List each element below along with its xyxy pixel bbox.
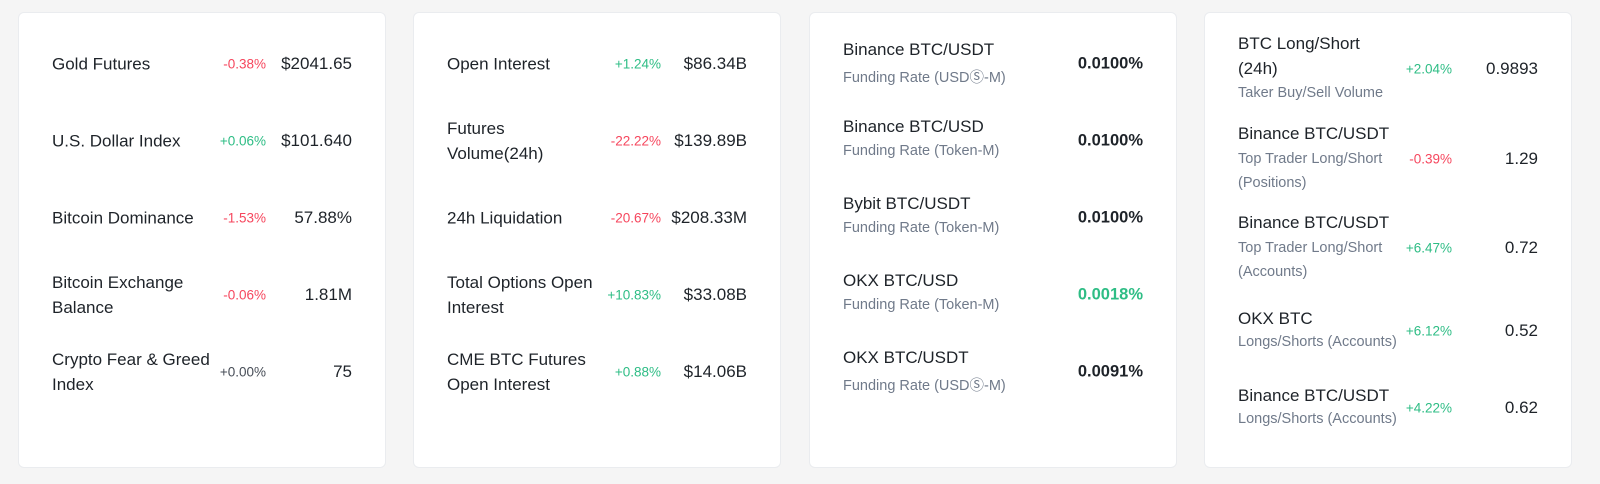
funding-value: 0.0091% — [1077, 362, 1143, 381]
indicator-label: Bitcoin Exchange Balance — [52, 273, 184, 317]
ratio-subtitle: Longs/Shorts (Accounts) — [1238, 334, 1397, 350]
derivative-label: Open Interest — [447, 54, 551, 74]
derivative-change: +10.83% — [607, 287, 661, 303]
derivative-value: $139.89B — [674, 131, 747, 150]
indicator-change: +0.06% — [219, 133, 266, 149]
funding-title: OKX BTC/USD — [843, 271, 959, 290]
indicator-row-bitcoin-dominance[interactable]: Bitcoin Dominance -1.53% 57.88% — [52, 188, 352, 248]
indicator-label: U.S. Dollar Index — [52, 131, 181, 151]
indicator-change: +0.00% — [219, 364, 266, 380]
indicator-value: $101.640 — [281, 131, 352, 150]
derivative-label: Futures Volume(24h) — [447, 119, 544, 163]
ratio-title: OKX BTC — [1238, 309, 1313, 328]
funding-subtitle: Funding Rate (USDⓈ-M) — [843, 378, 1006, 394]
funding-rates-card: Binance BTC/USDT Funding Rate (USDⓈ-M) 0… — [809, 12, 1177, 468]
ratio-value: 0.72 — [1504, 238, 1538, 257]
ratio-subtitle: Taker Buy/Sell Volume — [1238, 85, 1384, 101]
ratio-row-binance-longs-shorts-accounts[interactable]: Binance BTC/USDT Longs/Shorts (Accounts)… — [1238, 380, 1538, 436]
funding-subtitle: Funding Rate (USDⓈ-M) — [843, 70, 1006, 86]
funding-title: Binance BTC/USD — [843, 117, 984, 136]
ratio-row-okx-btc-accounts[interactable]: OKX BTC Longs/Shorts (Accounts) +6.12% 0… — [1238, 303, 1538, 359]
indicator-change: -0.38% — [223, 56, 266, 72]
ratio-title: Binance BTC/USDT — [1238, 213, 1390, 232]
macro-indicators-card: Gold Futures -0.38% $2041.65 U.S. Dollar… — [18, 12, 386, 468]
indicator-row-bitcoin-exchange-balance[interactable]: Bitcoin Exchange Balance -0.06% 1.81M — [52, 265, 352, 325]
derivative-row-total-options-oi[interactable]: Total Options Open Interest +10.83% $33.… — [447, 265, 747, 325]
funding-value: 0.0100% — [1077, 54, 1143, 73]
ratio-change: -0.39% — [1409, 151, 1452, 167]
indicator-value: $2041.65 — [281, 54, 352, 73]
derivative-row-open-interest[interactable]: Open Interest +1.24% $86.34B — [447, 34, 747, 94]
indicator-label: Crypto Fear & Greed Index — [52, 350, 210, 394]
funding-value: 0.0100% — [1077, 131, 1143, 150]
ratio-change: +2.04% — [1405, 61, 1452, 77]
indicator-value: 75 — [333, 362, 352, 381]
ratio-change: +4.22% — [1405, 400, 1452, 416]
derivative-change: -22.22% — [610, 133, 661, 149]
indicator-row-gold-futures[interactable]: Gold Futures -0.38% $2041.65 — [52, 34, 352, 94]
funding-row-binance-btc-usd[interactable]: Binance BTC/USD Funding Rate (Token-M) 0… — [843, 111, 1143, 171]
derivative-change: -20.67% — [610, 210, 661, 226]
funding-subtitle: Funding Rate (Token-M) — [843, 297, 1000, 313]
funding-row-okx-btc-usdt[interactable]: OKX BTC/USDT Funding Rate (USDⓈ-M) 0.009… — [843, 342, 1143, 402]
ratio-row-binance-top-trader-accounts[interactable]: Binance BTC/USDT Top Trader Long/Short (… — [1238, 210, 1538, 286]
indicator-row-fear-greed-index[interactable]: Crypto Fear & Greed Index +0.00% 75 — [52, 342, 352, 402]
derivative-label: 24h Liquidation — [447, 208, 563, 228]
derivatives-card: Open Interest +1.24% $86.34B Futures Vol… — [413, 12, 781, 468]
ratio-value: 0.9893 — [1486, 59, 1538, 78]
indicator-change: -0.06% — [223, 287, 266, 303]
ratio-row-binance-top-trader-positions[interactable]: Binance BTC/USDT Top Trader Long/Short (… — [1238, 121, 1538, 197]
funding-row-bybit-btc-usdt[interactable]: Bybit BTC/USDT Funding Rate (Token-M) 0.… — [843, 188, 1143, 248]
ratio-value: 0.62 — [1504, 398, 1538, 417]
indicator-row-us-dollar-index[interactable]: U.S. Dollar Index +0.06% $101.640 — [52, 111, 352, 171]
derivative-change: +0.88% — [614, 364, 661, 380]
ratio-row-btc-long-short-24h[interactable]: BTC Long/Short (24h) Taker Buy/Sell Volu… — [1238, 31, 1538, 107]
ratio-change: +6.47% — [1405, 240, 1452, 256]
derivative-change: +1.24% — [614, 56, 661, 72]
funding-subtitle: Funding Rate (Token-M) — [843, 220, 1000, 236]
funding-value: 0.0018% — [1077, 285, 1143, 304]
indicator-value: 1.81M — [304, 285, 352, 304]
funding-title: Bybit BTC/USDT — [843, 194, 971, 213]
indicator-value: 57.88% — [294, 208, 352, 227]
long-short-ratio-card: BTC Long/Short (24h) Taker Buy/Sell Volu… — [1204, 12, 1572, 468]
derivative-row-24h-liquidation[interactable]: 24h Liquidation -20.67% $208.33M — [447, 188, 747, 248]
funding-title: Binance BTC/USDT — [843, 40, 995, 59]
ratio-subtitle: Top Trader Long/Short (Accounts) — [1238, 240, 1383, 280]
funding-value: 0.0100% — [1077, 208, 1143, 227]
derivative-value: $33.08B — [683, 285, 747, 304]
derivative-label: Total Options Open Interest — [447, 273, 593, 317]
ratio-value: 0.52 — [1504, 321, 1538, 340]
funding-row-okx-btc-usd[interactable]: OKX BTC/USD Funding Rate (Token-M) 0.001… — [843, 265, 1143, 325]
derivative-value: $14.06B — [683, 362, 747, 381]
ratio-value: 1.29 — [1504, 149, 1538, 168]
indicator-label: Gold Futures — [52, 54, 151, 74]
ratio-title: Binance BTC/USDT — [1238, 124, 1390, 143]
funding-title: OKX BTC/USDT — [843, 348, 969, 367]
indicator-change: -1.53% — [223, 210, 266, 226]
ratio-subtitle: Top Trader Long/Short (Positions) — [1238, 151, 1383, 191]
derivative-row-futures-volume[interactable]: Futures Volume(24h) -22.22% $139.89B — [447, 111, 747, 171]
derivative-label: CME BTC Futures Open Interest — [447, 350, 586, 394]
indicator-label: Bitcoin Dominance — [52, 208, 194, 228]
ratio-change: +6.12% — [1405, 323, 1452, 339]
derivative-value: $208.33M — [671, 208, 747, 227]
derivative-row-cme-btc-futures-oi[interactable]: CME BTC Futures Open Interest +0.88% $14… — [447, 342, 747, 402]
ratio-subtitle: Longs/Shorts (Accounts) — [1238, 411, 1397, 427]
ratio-title: BTC Long/Short (24h) — [1238, 34, 1360, 78]
funding-subtitle: Funding Rate (Token-M) — [843, 143, 1000, 159]
derivative-value: $86.34B — [683, 54, 747, 73]
ratio-title: Binance BTC/USDT — [1238, 386, 1390, 405]
funding-row-binance-btc-usdt[interactable]: Binance BTC/USDT Funding Rate (USDⓈ-M) 0… — [843, 34, 1143, 94]
